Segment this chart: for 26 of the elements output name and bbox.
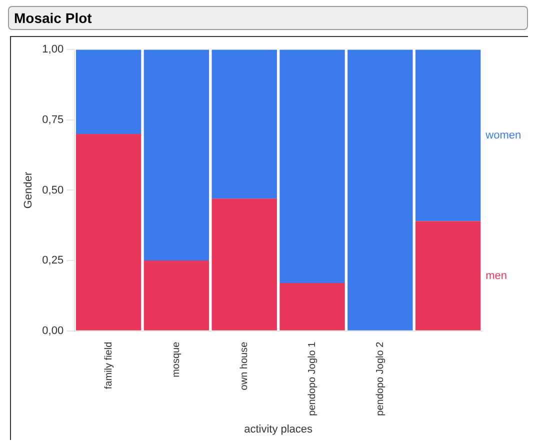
y-axis-title: Gender <box>22 172 35 209</box>
bar <box>212 50 277 199</box>
bar <box>415 221 481 330</box>
x-axis-title: activity places <box>244 423 314 436</box>
bar <box>280 283 345 330</box>
bar <box>76 134 142 330</box>
x-tick-label: pendopo Joglo 2 <box>374 341 386 416</box>
y-tick-label: 1,00 <box>42 44 64 56</box>
bar <box>144 50 210 261</box>
bar <box>212 198 277 330</box>
bar <box>280 50 345 284</box>
y-tick-label: 0,25 <box>42 254 64 267</box>
chart-title: Mosaic Plot <box>14 10 92 26</box>
x-tick-label: own house <box>239 341 250 390</box>
series-label: women <box>484 129 522 142</box>
y-tick-label: 0,00 <box>42 324 64 337</box>
bar <box>144 260 210 330</box>
bar <box>76 50 142 134</box>
y-tick-label: 0,50 <box>42 184 64 196</box>
bar <box>348 50 413 330</box>
x-tick-label: family field <box>103 342 114 390</box>
x-tick-label: mosque <box>171 341 182 378</box>
bar <box>415 50 481 222</box>
x-tick-label: pendopo Joglo 1 <box>307 341 318 416</box>
y-tick-label: 0,75 <box>42 114 64 126</box>
series-label: men <box>486 270 508 282</box>
